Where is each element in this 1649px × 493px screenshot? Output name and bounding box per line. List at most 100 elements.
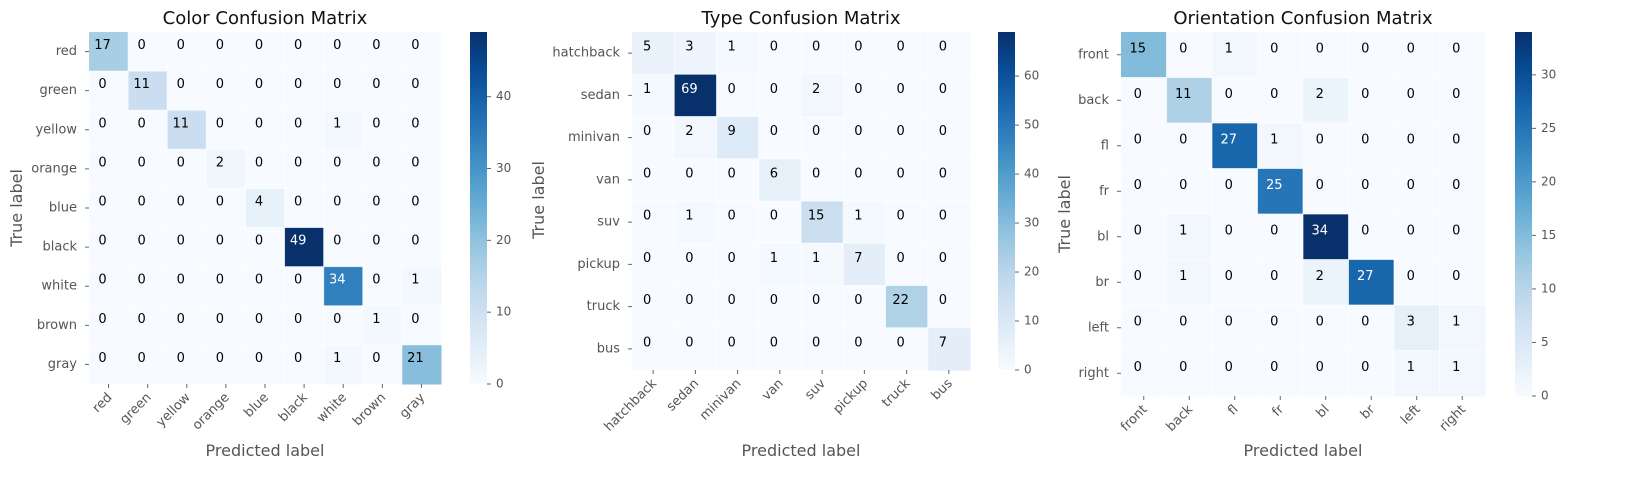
cell-value: 0 xyxy=(255,38,263,53)
cell-value: 0 xyxy=(333,312,341,327)
colorbar-tick-label: 10 xyxy=(496,305,511,319)
cell-value: 0 xyxy=(812,293,820,308)
heatmap-cell xyxy=(1257,214,1304,260)
cell-value: 0 xyxy=(255,351,263,366)
cell-value: 0 xyxy=(812,335,820,350)
y-tick-label: fr xyxy=(1099,184,1110,199)
cell-value: 0 xyxy=(177,312,185,327)
chart-title: Orientation Confusion Matrix xyxy=(1173,8,1433,29)
cell-value: 0 xyxy=(1225,223,1233,238)
heatmap-cell xyxy=(1439,350,1486,397)
cell-value: 0 xyxy=(177,195,185,210)
heatmap-cell xyxy=(843,327,886,371)
cell-value: 11 xyxy=(173,116,190,131)
cell-value: 0 xyxy=(255,312,263,327)
y-tick-label: van xyxy=(596,172,620,187)
cell-value: 0 xyxy=(294,116,302,131)
heatmap-cell xyxy=(1257,259,1304,306)
type-confusion-panel: Type Confusion Matrix Predicted label Tr… xyxy=(529,8,1039,460)
heatmap-cell xyxy=(1394,305,1440,351)
cell-value: 0 xyxy=(255,234,263,249)
colorbar-gradient xyxy=(1515,32,1532,396)
x-tick-label: gray xyxy=(397,390,429,422)
cell-value: 0 xyxy=(98,273,106,288)
cell-value: 0 xyxy=(177,351,185,366)
heatmap-cell xyxy=(167,188,207,229)
x-tick-label: hatchback xyxy=(602,376,661,435)
heatmap-cell xyxy=(801,158,844,202)
heatmap-cell xyxy=(323,32,364,72)
cell-value: 0 xyxy=(216,116,224,131)
heatmap-cell xyxy=(89,266,129,307)
heatmap-cell xyxy=(885,158,929,202)
cell-value: 0 xyxy=(896,209,904,224)
heatmap-cell xyxy=(206,344,246,385)
cell-value: 0 xyxy=(1134,360,1142,375)
heatmap-cell xyxy=(1348,32,1395,78)
heatmap-cell xyxy=(284,188,325,229)
cell-value: 0 xyxy=(1407,132,1415,147)
cell-value: 0 xyxy=(939,166,947,181)
y-tick-label: black xyxy=(42,240,77,255)
heatmap-cell xyxy=(323,227,364,268)
cell-value: 0 xyxy=(216,38,224,53)
y-tick-label: front xyxy=(1078,47,1109,62)
heatmap-cell xyxy=(1121,214,1167,260)
y-tick-label: yellow xyxy=(35,122,77,137)
heatmap-cell xyxy=(245,266,286,307)
heatmap-cell xyxy=(245,149,286,189)
y-tick-label: white xyxy=(41,279,77,294)
cell-values: 17 0 0 0 0 0 0 0 00 11 0 0 0 0 0 0 00 0 11 0 0 0 1 0 00 0 0 2 0 0 0 0 00… xyxy=(94,38,423,366)
cell-value: 0 xyxy=(685,166,693,181)
heatmap-cell xyxy=(885,74,929,117)
y-tick-label: minivan xyxy=(568,130,620,145)
y-tick-label: red xyxy=(56,44,77,59)
cell-value: 0 xyxy=(98,116,106,131)
heatmap-cell xyxy=(885,32,929,75)
heatmap-cell xyxy=(1394,214,1440,260)
heatmap-cell xyxy=(1212,168,1258,215)
heatmap-cell xyxy=(716,74,760,117)
heatmap-cell xyxy=(885,243,929,286)
heatmap-cell xyxy=(362,266,403,307)
cell-value: 0 xyxy=(177,234,185,249)
heatmap-cell xyxy=(1166,168,1213,215)
heatmap-cell xyxy=(245,227,286,268)
cell-value: 0 xyxy=(1316,178,1324,193)
cell-value: 15 xyxy=(1129,41,1146,56)
x-tick-label: pickup xyxy=(830,376,871,417)
heatmap-cell xyxy=(167,227,207,268)
heatmap-cell xyxy=(1348,77,1395,124)
heatmap-cell xyxy=(927,243,971,286)
cell-value: 0 xyxy=(177,77,185,92)
cell-value: 0 xyxy=(1316,41,1324,56)
cell-value: 1 xyxy=(1179,223,1187,238)
heatmap-cell xyxy=(758,243,802,286)
cell-value: 0 xyxy=(1316,132,1324,147)
cell-value: 0 xyxy=(854,40,862,55)
y-tick-label: sedan xyxy=(581,88,620,103)
heatmap-cell xyxy=(1257,32,1304,78)
heatmap-cell xyxy=(284,71,325,111)
x-tick-label: suv xyxy=(802,376,829,403)
heatmap-cell xyxy=(674,74,717,117)
heatmap-cell xyxy=(1166,350,1213,397)
heatmap-cell xyxy=(206,149,246,189)
x-tick-label: brown xyxy=(350,390,389,429)
heatmap-cell xyxy=(1121,32,1167,78)
heatmap-cell xyxy=(245,110,286,150)
cell-value: 0 xyxy=(1270,41,1278,56)
heatmap-cell xyxy=(1439,32,1486,78)
heatmap-cell xyxy=(1439,123,1486,169)
x-tick-label: green xyxy=(117,390,154,427)
cell-value: 0 xyxy=(1225,178,1233,193)
x-tick-label: yellow xyxy=(154,390,194,430)
heatmap-cell xyxy=(401,32,442,72)
heatmap-cell xyxy=(632,116,675,160)
heatmap-cell xyxy=(323,188,364,229)
x-tick-label: br xyxy=(1358,402,1379,423)
cell-value: 0 xyxy=(98,77,106,92)
cell-value: 0 xyxy=(1407,269,1415,284)
y-tick-label: fl xyxy=(1101,138,1109,153)
